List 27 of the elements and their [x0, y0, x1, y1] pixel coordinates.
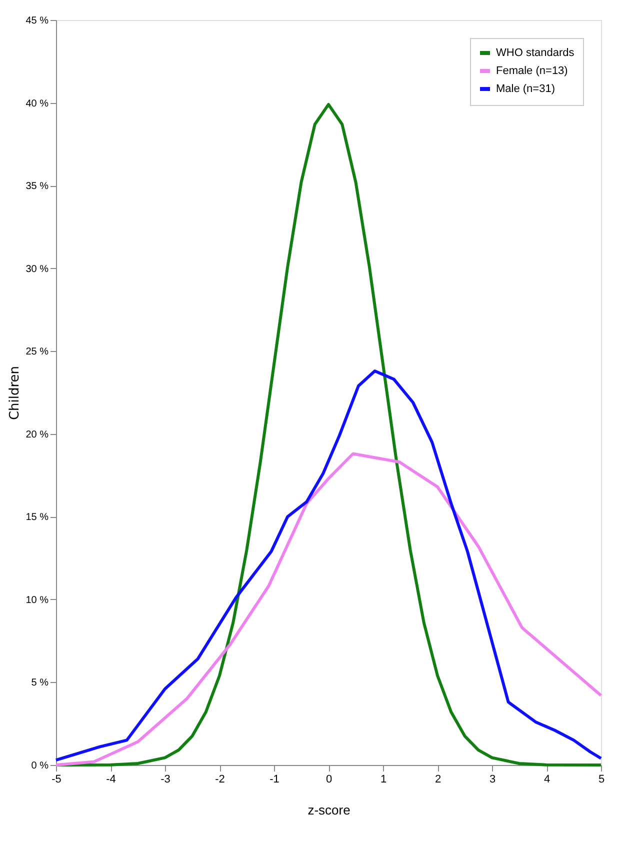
x-axis-title: z-score	[308, 802, 350, 818]
x-tick-label: 1	[380, 774, 387, 786]
x-tick-label: 2	[434, 774, 442, 786]
x-tick-label: -3	[160, 774, 170, 786]
x-tick-label: -5	[52, 774, 62, 786]
y-tick-label: 25 %	[26, 346, 49, 358]
y-tick-label: 30 %	[26, 264, 49, 275]
y-tick-label: 0 %	[31, 760, 49, 772]
line-series	[54, 369, 602, 762]
x-tick-label: 0	[326, 774, 332, 786]
x-tick-label: -1	[270, 774, 280, 786]
y-tick-label: 40 %	[26, 98, 49, 110]
y-tick-label: 15 %	[26, 512, 49, 524]
x-tick-label: -4	[106, 774, 116, 786]
y-tick-label: 10 %	[26, 594, 49, 606]
legend-label: Female (n=13)	[496, 65, 568, 77]
y-axis-title: Children	[8, 366, 23, 420]
y-tick-label: 20 %	[26, 429, 49, 440]
x-tick-label: 3	[489, 774, 496, 786]
x-tick-label: -2	[215, 774, 225, 786]
y-tick-label: 5 %	[31, 678, 49, 689]
x-tick-label: 5	[598, 774, 605, 786]
y-tick-label: 35 %	[26, 181, 49, 192]
x-tick-label: 4	[544, 774, 550, 786]
legend-label: Male (n=31)	[496, 83, 556, 95]
legend-label: WHO standards	[496, 47, 575, 59]
y-tick-label: 45 %	[26, 16, 49, 26]
